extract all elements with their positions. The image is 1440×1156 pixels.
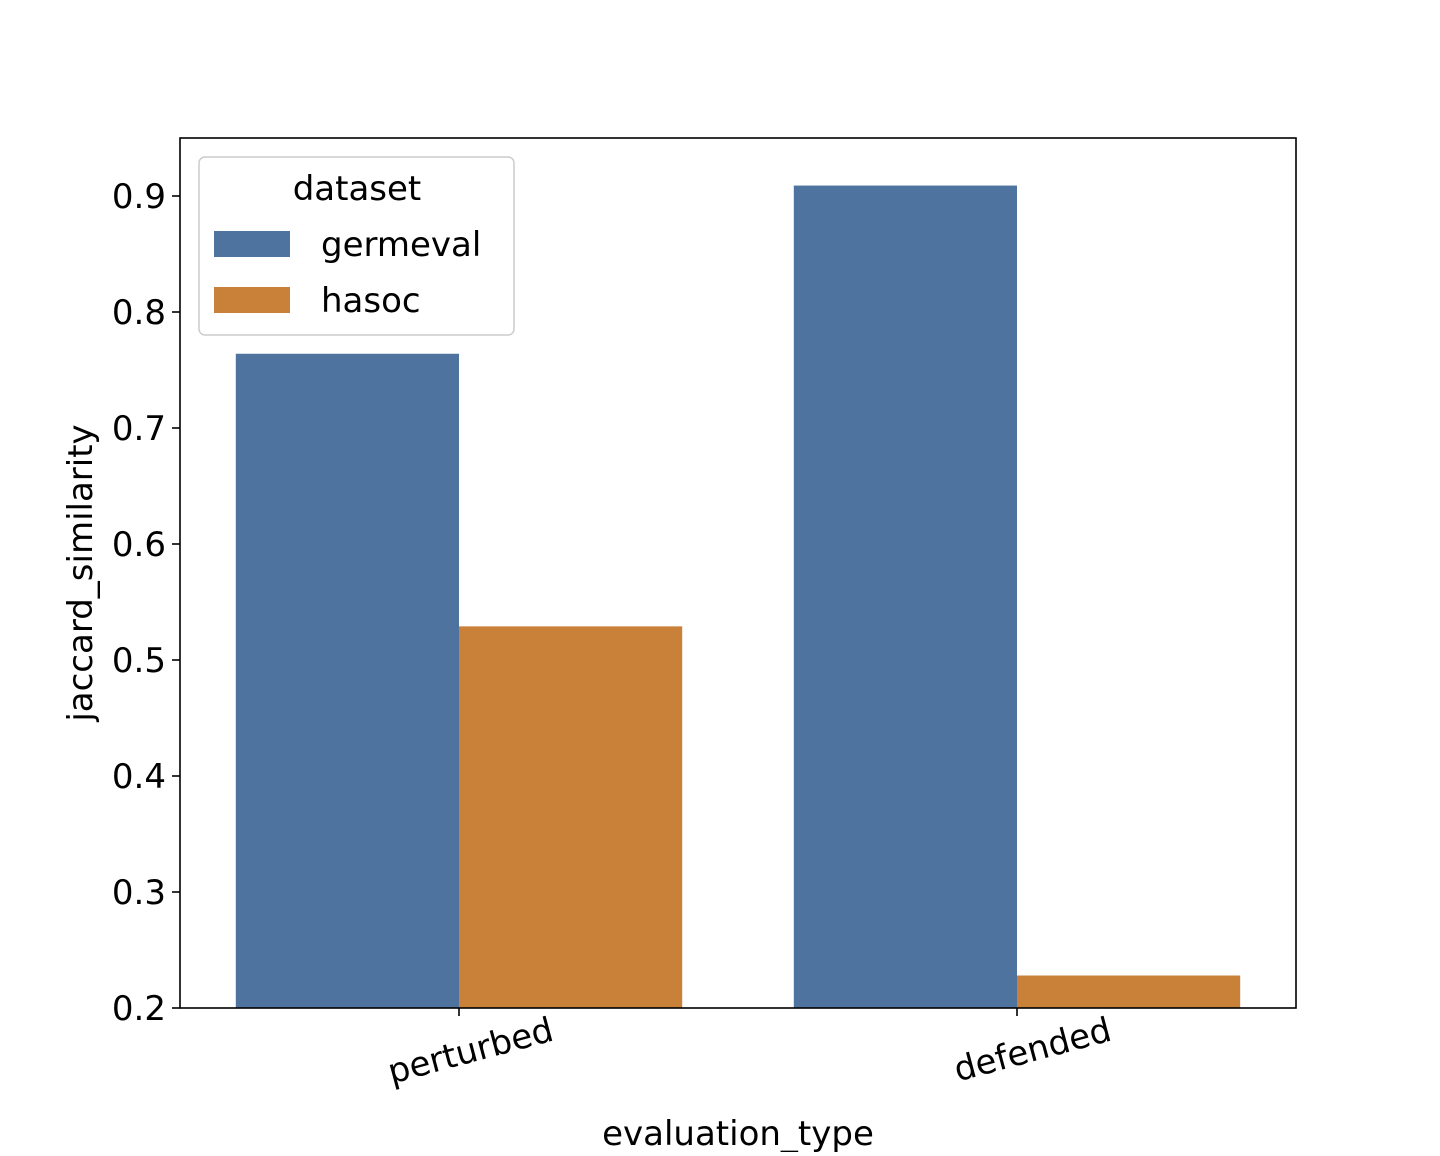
y-tick-label: 0.5 — [112, 641, 166, 681]
x-axis-label: evaluation_type — [602, 1114, 874, 1152]
y-axis-label: jaccard_similarity — [61, 424, 101, 722]
legend-title: dataset — [293, 169, 422, 209]
legend-label-hasoc: hasoc — [321, 281, 421, 321]
bar-hasoc-defended — [1017, 975, 1241, 1008]
bar-germeval-defended — [793, 185, 1017, 1008]
y-tick-label: 0.3 — [112, 873, 166, 913]
bars-layer — [235, 185, 1241, 1008]
y-tick-label: 0.7 — [112, 409, 166, 449]
x-tick-label-perturbed: perturbed — [384, 1010, 558, 1092]
legend: dataset germeval hasoc — [198, 156, 515, 336]
x-axis: perturbed defended — [384, 1008, 1116, 1092]
y-tick-label: 0.9 — [112, 177, 166, 217]
bar-germeval-perturbed — [235, 353, 459, 1008]
y-tick-label: 0.4 — [112, 757, 166, 797]
y-tick-label: 0.6 — [112, 525, 166, 565]
y-tick-label: 0.2 — [112, 989, 166, 1029]
legend-label-germeval: germeval — [321, 225, 481, 265]
y-axis: 0.2 0.3 0.4 0.5 0.6 0.7 0.8 0.9 — [112, 177, 180, 1029]
y-tick-label: 0.8 — [112, 293, 166, 333]
legend-swatch-hasoc — [214, 287, 290, 313]
plot-frame — [179, 137, 1297, 1009]
bar-hasoc-perturbed — [459, 626, 683, 1008]
legend-swatch-germeval — [214, 231, 290, 257]
x-tick-label-defended: defended — [950, 1010, 1116, 1090]
